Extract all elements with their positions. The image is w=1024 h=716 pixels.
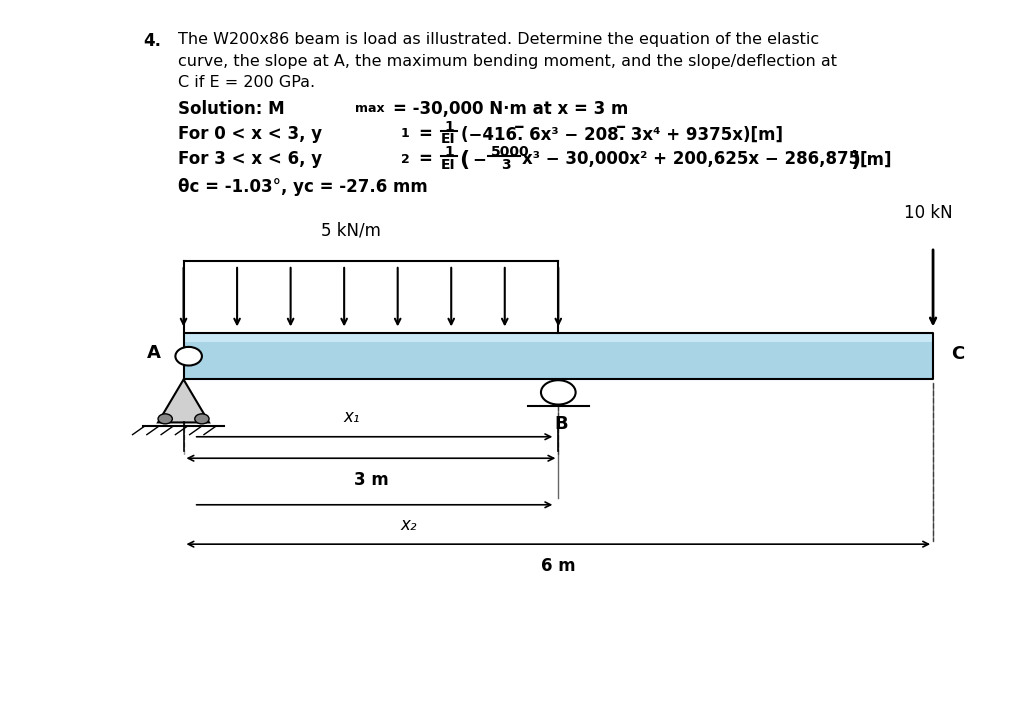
Text: x₁: x₁ (344, 408, 360, 426)
Text: 4.: 4. (142, 32, 161, 50)
Text: (−416.̅̅ 6x³ − 208.̅̅ 3x⁴ + 9375x)[m]: (−416.̅̅ 6x³ − 208.̅̅ 3x⁴ + 9375x)[m] (461, 125, 783, 143)
Text: curve, the slope at A, the maximum bending moment, and the slope/deflection at: curve, the slope at A, the maximum bendi… (178, 54, 838, 69)
Polygon shape (158, 379, 209, 422)
Text: The W200x86 beam is load as illustrated. Determine the equation of the elastic: The W200x86 beam is load as illustrated.… (178, 32, 819, 47)
Text: Solution: M: Solution: M (178, 100, 285, 118)
Circle shape (195, 414, 209, 424)
Circle shape (175, 347, 202, 366)
Text: 6 m: 6 m (541, 557, 575, 575)
Text: EI: EI (440, 158, 455, 172)
Text: 3 m: 3 m (353, 471, 388, 489)
Text: x₂: x₂ (400, 516, 417, 533)
Text: C if E = 200 GPa.: C if E = 200 GPa. (178, 75, 315, 90)
Text: 1: 1 (444, 120, 455, 134)
Text: 1: 1 (400, 127, 410, 140)
Text: θc = -1.03°, yc = -27.6 mm: θc = -1.03°, yc = -27.6 mm (178, 178, 428, 195)
Text: 2: 2 (400, 153, 410, 165)
Text: C: C (951, 345, 965, 363)
Text: =: = (418, 125, 432, 143)
FancyBboxPatch shape (183, 333, 933, 379)
Text: B: B (555, 415, 568, 433)
Text: 3: 3 (501, 158, 510, 172)
Text: 5 kN/m: 5 kN/m (321, 222, 381, 240)
Text: −: − (472, 150, 486, 168)
Text: (: ( (459, 150, 469, 170)
Circle shape (158, 414, 172, 424)
Text: =: = (418, 150, 432, 168)
Text: For 0 < x < 3, y: For 0 < x < 3, y (178, 125, 323, 143)
Text: = -30,000 N·m at x = 3 m: = -30,000 N·m at x = 3 m (392, 100, 628, 118)
Text: ): ) (851, 150, 860, 170)
Circle shape (541, 380, 575, 405)
Text: For 3 < x < 6, y: For 3 < x < 6, y (178, 150, 323, 168)
Text: 10 kN: 10 kN (903, 204, 952, 222)
Text: EI: EI (440, 132, 455, 147)
Text: 5000: 5000 (490, 145, 529, 159)
Text: 1: 1 (444, 145, 455, 159)
Text: [m]: [m] (859, 150, 892, 168)
Text: x³ − 30,000x² + 200,625x − 286,875: x³ − 30,000x² + 200,625x − 286,875 (522, 150, 860, 168)
Text: max: max (355, 102, 384, 115)
Text: A: A (147, 344, 161, 362)
FancyBboxPatch shape (183, 333, 933, 342)
